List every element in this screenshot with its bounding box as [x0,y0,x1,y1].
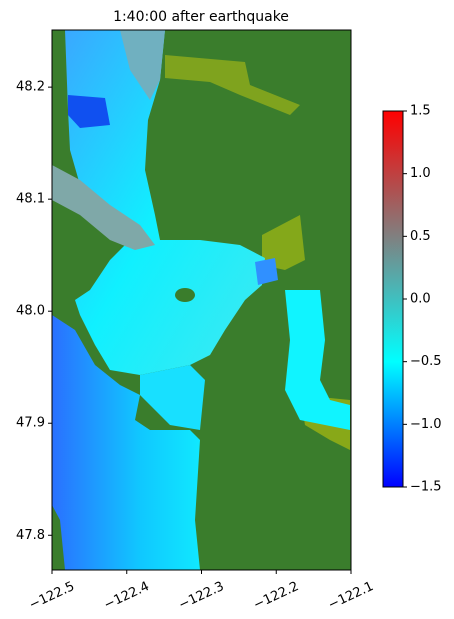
colorbar-tick-label: −1.0 [410,417,442,432]
water [68,95,110,128]
colorbar-tick-label: 1.5 [410,104,431,119]
water [140,365,205,430]
y-tick-label: 48.2 [16,80,45,95]
chart-title: 1:40:00 after earthquake [113,9,289,25]
water [65,30,265,375]
water [285,290,350,430]
y-tick-label: 47.8 [16,528,45,543]
colorbar-tick-label: 0.5 [410,229,431,244]
water [52,315,200,570]
y-tick-label: 48.1 [16,192,45,207]
colorbar [382,110,404,488]
colorbar-tick-label: −0.5 [410,354,442,369]
x-tick-label: −122.1 [326,579,376,613]
colorbar-tick-label: 1.0 [410,166,431,181]
water [52,165,155,250]
x-tick-label: −122.4 [102,579,152,613]
island [175,288,195,302]
y-tick-label: 48.0 [16,304,45,319]
water [120,30,165,100]
x-tick-label: −122.5 [27,579,77,613]
shallow [262,215,305,270]
map [52,30,351,570]
x-tick-label: −122.2 [251,579,301,613]
x-tick-label: −122.3 [177,579,227,613]
y-tick-label: 47.9 [16,416,45,431]
colorbar-tick-label: −1.5 [410,480,442,495]
colorbar-tick-label: 0.0 [410,292,431,307]
shallow [165,55,300,115]
water [255,258,278,285]
